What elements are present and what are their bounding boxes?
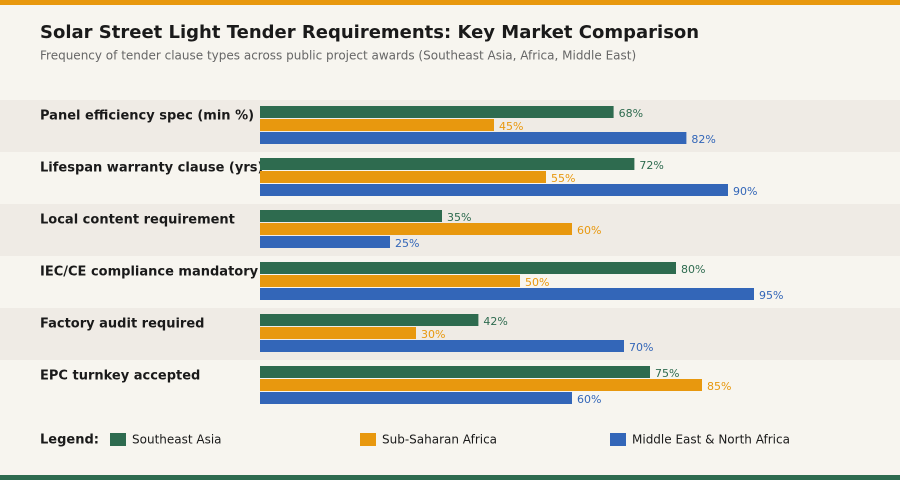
legend-title: Legend: (40, 433, 99, 448)
bottom-band (0, 475, 900, 480)
bar (260, 184, 728, 196)
bar (260, 379, 702, 391)
value-label: 70% (629, 341, 653, 354)
bar (260, 236, 390, 248)
bar (260, 262, 676, 274)
value-label: 25% (395, 237, 419, 250)
category-label: Panel efficiency spec (min %) (40, 109, 254, 124)
value-label: 90% (733, 185, 757, 198)
category-label: EPC turnkey accepted (40, 369, 200, 384)
chart-title: Solar Street Light Tender Requirements: … (40, 22, 699, 43)
value-label: 95% (759, 289, 783, 302)
bar (260, 223, 572, 235)
value-label: 80% (681, 263, 705, 276)
value-label: 72% (639, 159, 663, 172)
value-label: 35% (447, 211, 471, 224)
bar (260, 288, 754, 300)
value-label: 85% (707, 380, 731, 393)
value-label: 50% (525, 276, 549, 289)
value-label: 30% (421, 328, 445, 341)
category-label: Lifespan warranty clause (yrs) (40, 161, 263, 176)
bar (260, 171, 546, 183)
category-label: IEC/CE compliance mandatory (40, 265, 259, 280)
bar (260, 392, 572, 404)
bar (260, 314, 479, 326)
bar (260, 119, 494, 131)
top-band (0, 0, 900, 5)
bar (260, 106, 614, 118)
value-label: 68% (619, 107, 643, 120)
bar (260, 275, 520, 287)
bar (260, 132, 687, 144)
bar (260, 327, 416, 339)
category-label: Factory audit required (40, 317, 204, 332)
legend-label: Middle East & North Africa (632, 433, 790, 447)
value-label: 42% (483, 315, 507, 328)
value-label: 55% (551, 172, 575, 185)
bar (260, 340, 624, 352)
chart-subtitle: Frequency of tender clause types across … (40, 49, 636, 63)
value-label: 60% (577, 224, 601, 237)
legend-swatch (610, 433, 626, 446)
legend-label: Southeast Asia (132, 433, 222, 447)
legend-swatch (360, 433, 376, 446)
value-label: 82% (691, 133, 715, 146)
bar (260, 366, 650, 378)
value-label: 60% (577, 393, 601, 406)
legend-label: Sub-Saharan Africa (382, 433, 497, 447)
value-label: 45% (499, 120, 523, 133)
bar (260, 210, 442, 222)
bar (260, 158, 635, 170)
value-label: 75% (655, 367, 679, 380)
category-label: Local content requirement (40, 213, 235, 228)
legend-swatch (110, 433, 126, 446)
